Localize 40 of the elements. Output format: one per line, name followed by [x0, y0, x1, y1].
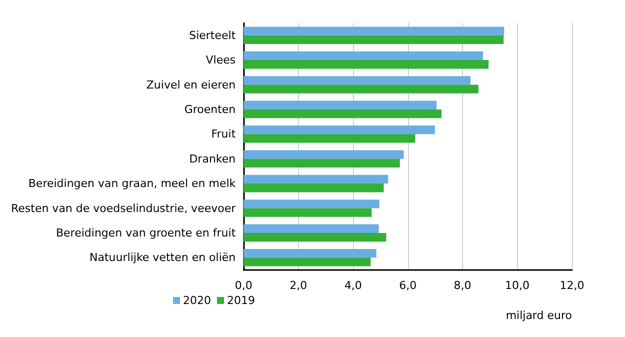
legend-label: 2019	[226, 294, 255, 307]
legend-label: 2020	[183, 294, 211, 307]
x-tick-label: 4,0	[344, 279, 362, 292]
bar	[244, 126, 435, 134]
x-tick-label: 8,0	[454, 279, 472, 292]
bar	[244, 258, 371, 266]
x-axis-title: miljard euro	[506, 309, 572, 322]
y-tick-label: Resten van de voedselindustrie, veevoer	[10, 202, 236, 215]
y-tick-label: Vlees	[206, 54, 236, 67]
bar	[244, 158, 400, 168]
bar	[244, 60, 489, 69]
bar	[244, 76, 470, 85]
y-tick-label: Natuurlijke vetten en oliën	[90, 251, 236, 264]
y-tick-label: Bereidingen van groente en fruit	[56, 226, 236, 240]
y-tick-label: Bereidingen van graan, meel en melk	[28, 177, 236, 190]
y-tick-label: Fruit	[211, 128, 236, 141]
y-tick-label: Sierteelt	[189, 28, 236, 42]
bar	[244, 84, 478, 94]
bar	[244, 134, 416, 143]
bar	[244, 224, 379, 233]
bar	[244, 174, 388, 184]
bar	[244, 249, 376, 258]
bar	[244, 51, 484, 60]
bar	[244, 150, 404, 159]
x-tick-label: 6,0	[399, 279, 417, 292]
y-tick-label: Groenten	[184, 102, 236, 116]
bar	[244, 232, 386, 242]
bar	[244, 208, 372, 217]
bar	[244, 200, 380, 208]
x-tick-label: 12,0	[560, 279, 584, 292]
bar	[244, 26, 504, 36]
x-tick-label: 0,0	[234, 279, 252, 292]
y-tick-label: Zuivel en eieren	[146, 78, 236, 92]
bar	[244, 109, 442, 118]
bar	[244, 184, 384, 192]
x-tick-label: 2,0	[290, 279, 308, 292]
x-tick-label: 10,0	[505, 279, 530, 292]
bar	[244, 35, 504, 44]
bar	[244, 100, 437, 110]
y-tick-label: Dranken	[189, 152, 236, 166]
